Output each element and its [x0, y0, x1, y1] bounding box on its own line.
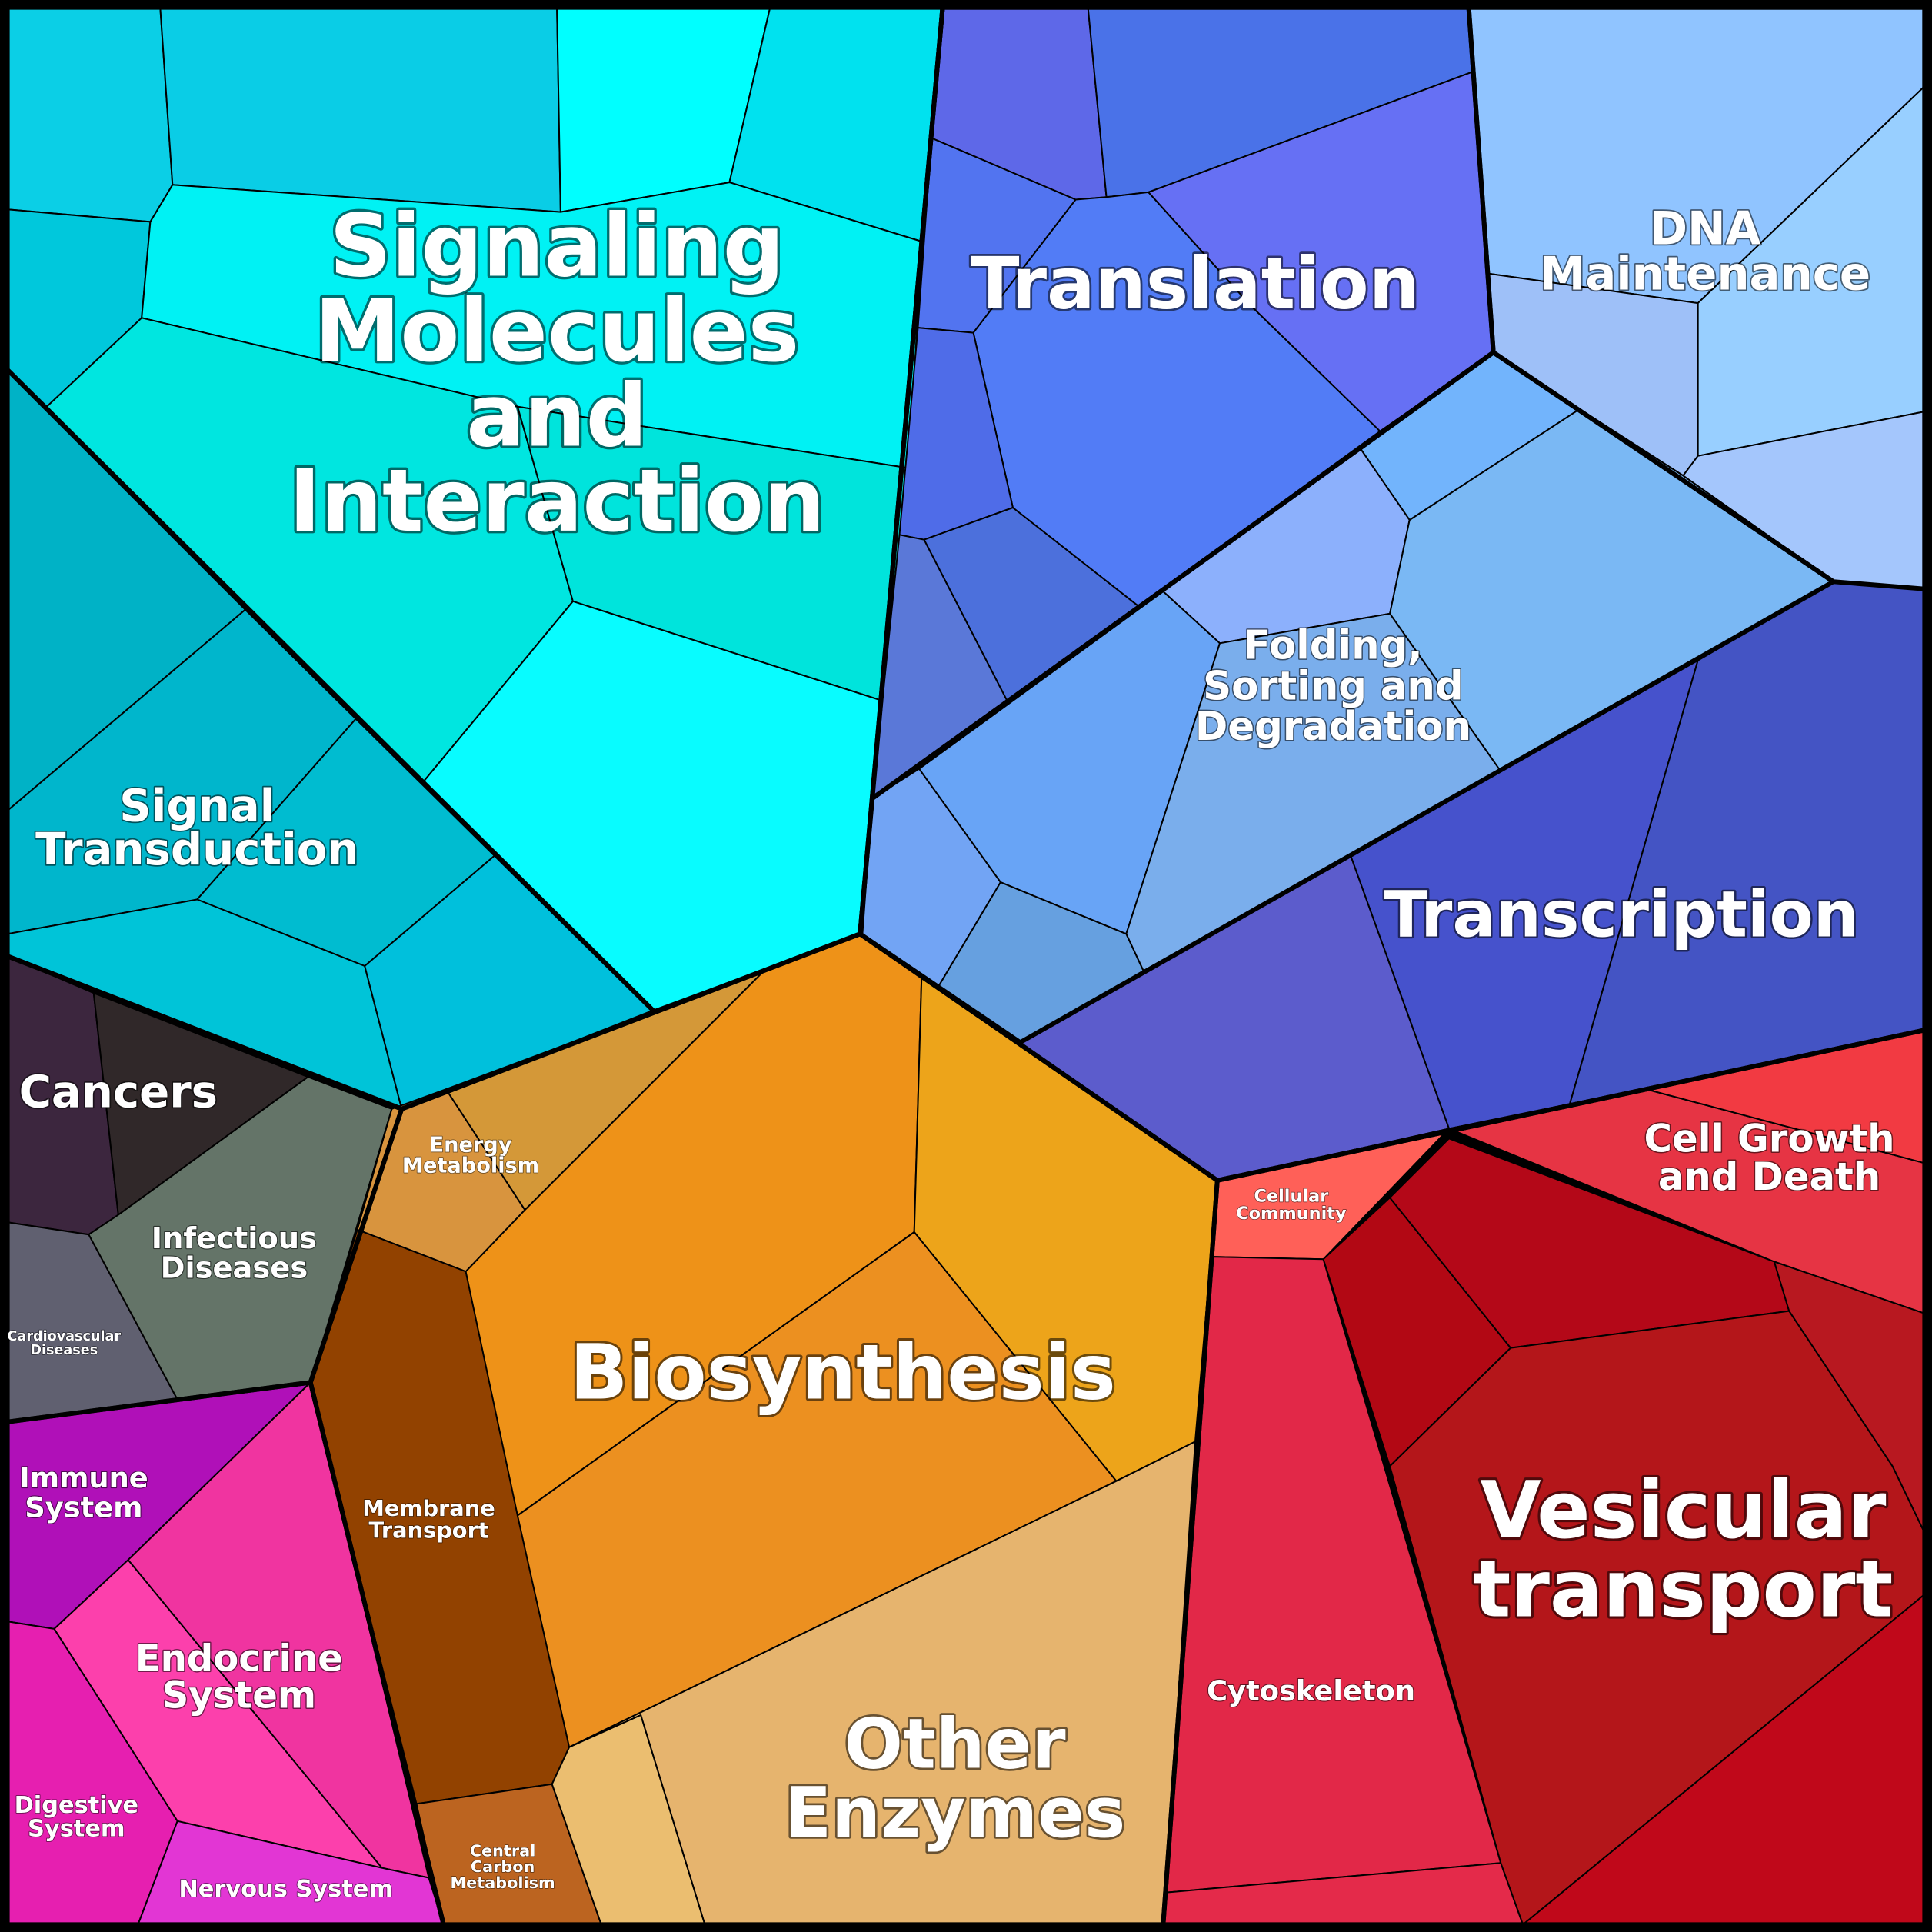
- label-signal-transduction: Signal Transduction: [35, 780, 358, 875]
- label-line: Signal: [119, 780, 275, 832]
- label-line: Sorting and: [1203, 663, 1464, 709]
- label-cardiovascular: Cardiovascular Diseases: [8, 1329, 122, 1358]
- label-energy: Energy Metabolism: [402, 1133, 539, 1178]
- label-line: transport: [1473, 1544, 1893, 1635]
- label-line: Infectious: [152, 1221, 317, 1256]
- label-cytoskeleton: Cytoskeleton: [1207, 1674, 1415, 1707]
- label-signaling: Signaling Molecules and Interaction: [288, 196, 824, 551]
- label-vesicular: Vesicular transport: [1473, 1465, 1893, 1636]
- label-line: Metabolism: [402, 1154, 539, 1178]
- label-cancers: Cancers: [19, 1065, 218, 1118]
- label-folding: Folding, Sorting and Degradation: [1195, 623, 1471, 751]
- label-line: Vesicular: [1480, 1465, 1886, 1557]
- treemap-cells: [6, 6, 1926, 1926]
- label-line: Degradation: [1195, 704, 1471, 750]
- label-line: Transduction: [35, 823, 358, 875]
- label-line: Maintenance: [1540, 247, 1870, 300]
- label-line: Cardiovascular: [8, 1329, 122, 1344]
- label-line: Membrane: [362, 1495, 495, 1521]
- label-line: Signaling: [329, 196, 784, 296]
- label-line: Central: [470, 1841, 536, 1860]
- label-line: System: [28, 1815, 125, 1842]
- label-line: System: [162, 1674, 316, 1717]
- signaling-cell: [159, 6, 561, 213]
- vesicular-transport-cell: [1773, 1261, 1926, 1534]
- label-transcription: Transcription: [1384, 877, 1859, 951]
- label-line: Cytoskeleton: [1207, 1674, 1415, 1707]
- label-line: Digestive: [15, 1792, 138, 1819]
- label-line: Endocrine: [135, 1637, 343, 1680]
- label-line: Community: [1236, 1204, 1347, 1224]
- label-other-enzymes: Other Enzymes: [784, 1705, 1125, 1854]
- label-digestive: Digestive System: [15, 1792, 138, 1842]
- label-membrane: Membrane Transport: [362, 1495, 495, 1544]
- label-line: DNA: [1650, 202, 1761, 255]
- label-line: Enzymes: [784, 1774, 1125, 1854]
- label-line: Biosynthesis: [570, 1328, 1116, 1417]
- label-line: Molecules: [315, 281, 799, 381]
- signaling-cell: [6, 6, 174, 223]
- label-translation: Translation: [971, 242, 1420, 325]
- label-line: Transport: [368, 1517, 488, 1544]
- label-line: Energy: [430, 1133, 512, 1157]
- label-line: Folding,: [1244, 623, 1423, 669]
- label-line: Transcription: [1384, 877, 1859, 951]
- other-enzymes-cell: [551, 1714, 706, 1926]
- label-line: Cancers: [19, 1065, 218, 1118]
- label-line: Cell Growth: [1644, 1116, 1895, 1161]
- label-cell-growth: Cell Growth and Death: [1644, 1116, 1895, 1199]
- label-nervous: Nervous System: [178, 1875, 393, 1902]
- label-line: Other: [844, 1705, 1066, 1785]
- label-central-carbon: Central Carbon Metabolism: [450, 1841, 555, 1892]
- label-line: Diseases: [161, 1251, 308, 1285]
- label-line: and Death: [1658, 1154, 1880, 1199]
- signaling-transduction-divider: [5, 367, 656, 1013]
- label-line: Immune: [19, 1461, 148, 1494]
- label-endocrine: Endocrine System: [135, 1637, 343, 1717]
- label-line: Nervous System: [178, 1875, 393, 1902]
- label-line: Cellular: [1254, 1187, 1329, 1207]
- label-line: Metabolism: [450, 1874, 555, 1892]
- label-line: Translation: [971, 242, 1420, 325]
- label-infectious: Infectious Diseases: [152, 1221, 317, 1285]
- label-line: Interaction: [288, 451, 824, 551]
- label-line: System: [25, 1491, 142, 1524]
- label-cellular-community: Cellular Community: [1236, 1187, 1347, 1224]
- label-line: Diseases: [30, 1343, 98, 1358]
- label-biosynthesis: Biosynthesis: [570, 1328, 1116, 1417]
- label-line: Carbon: [471, 1857, 535, 1876]
- label-immune: Immune System: [19, 1461, 148, 1524]
- label-line: and: [466, 367, 648, 467]
- label-dna-maintenance: DNA Maintenance: [1540, 202, 1870, 300]
